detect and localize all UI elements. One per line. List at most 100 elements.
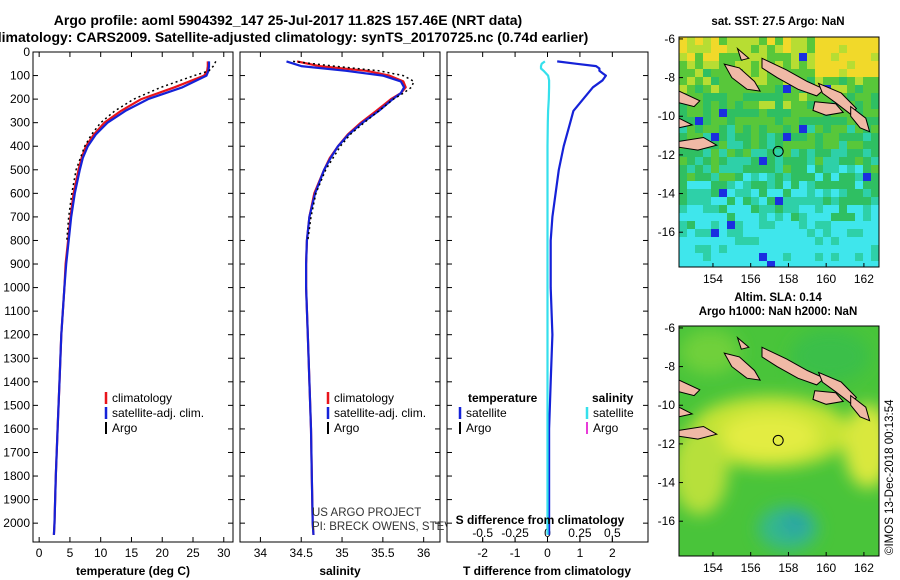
sst-cell — [799, 261, 807, 267]
sst-cell — [871, 133, 879, 141]
sst-cell — [727, 165, 735, 173]
sst-cell — [831, 77, 839, 85]
sst-cell — [863, 141, 871, 149]
sst-cell — [695, 45, 703, 53]
sst-cell — [735, 197, 743, 205]
x-tick-label: 25 — [186, 546, 200, 560]
sst-cell — [751, 189, 759, 197]
depth-tick-label: 1400 — [3, 375, 30, 389]
sst-cell — [679, 109, 687, 117]
sst-cell — [759, 85, 767, 93]
sst-cell — [823, 261, 831, 267]
sst-cell — [703, 189, 711, 197]
sst-cell — [727, 117, 735, 125]
sst-cell — [743, 237, 751, 245]
sst-cell — [807, 229, 815, 237]
sst-cell — [711, 205, 719, 213]
sst-cell — [847, 205, 855, 213]
sst-cell — [679, 157, 687, 165]
sst-cell — [679, 149, 687, 157]
sst-cell — [783, 45, 791, 53]
sst-cell — [863, 93, 871, 101]
sst-cell — [719, 133, 727, 141]
lat-tick-label: -10 — [658, 109, 676, 123]
sst-cell — [871, 237, 879, 245]
sst-cell — [847, 253, 855, 261]
sst-cell — [839, 157, 847, 165]
t-difference-axis-label: T difference from climatology — [463, 564, 631, 578]
sst-cell — [743, 205, 751, 213]
sst-cell — [695, 213, 703, 221]
sst-cell — [703, 173, 711, 181]
sst-cell — [727, 189, 735, 197]
sst-cell — [743, 45, 751, 53]
sst-cell — [711, 125, 719, 133]
sst-cell — [735, 229, 743, 237]
sst-cell — [719, 45, 727, 53]
sst-cell — [687, 45, 695, 53]
salinity-series — [286, 60, 415, 535]
sst-cell — [703, 253, 711, 261]
sst-cell — [751, 261, 759, 267]
lon-tick-label: 156 — [741, 561, 761, 575]
sst-cell — [855, 149, 863, 157]
sst-cell — [863, 173, 871, 181]
sst-cell — [759, 125, 767, 133]
sst-cell — [759, 253, 767, 261]
depth-tick-label: 1700 — [3, 445, 30, 459]
sst-cell — [783, 237, 791, 245]
sst-cell — [767, 253, 775, 261]
sst-cell — [783, 197, 791, 205]
sst-cell — [687, 245, 695, 253]
sst-cell — [815, 61, 823, 69]
sst-cell — [855, 101, 863, 109]
sst-cell — [823, 181, 831, 189]
sst-cell — [815, 69, 823, 77]
sst-cell — [767, 205, 775, 213]
sst-cell — [719, 37, 727, 45]
sst-cell — [799, 37, 807, 45]
sst-cell — [823, 69, 831, 77]
salinity-axis-label: salinity — [319, 564, 361, 578]
sst-cell — [863, 221, 871, 229]
sst-cell — [751, 213, 759, 221]
sst-cell — [839, 181, 847, 189]
sst-cell — [871, 61, 879, 69]
sst-cell — [791, 237, 799, 245]
sst-cell — [695, 197, 703, 205]
sst-cell — [847, 221, 855, 229]
sst-cell — [703, 197, 711, 205]
sst-cell — [703, 229, 711, 237]
sst-cell — [687, 221, 695, 229]
sst-cell — [727, 109, 735, 117]
sst-cell — [679, 213, 687, 221]
sst-cell — [847, 125, 855, 133]
island — [812, 390, 845, 405]
legend-argo-label: Argo — [334, 421, 360, 435]
sst-cell — [735, 53, 743, 61]
sst-cell — [719, 117, 727, 125]
sst-cell — [703, 93, 711, 101]
series-satellite-adj-clim — [286, 60, 406, 535]
sst-cell — [831, 253, 839, 261]
sst-cell — [855, 165, 863, 173]
sst-cell — [791, 221, 799, 229]
sst-cell — [703, 37, 711, 45]
sst-cell — [839, 221, 847, 229]
sst-cell — [783, 221, 791, 229]
sst-cell — [719, 125, 727, 133]
sst-cell — [839, 77, 847, 85]
sst-cell — [791, 157, 799, 165]
sst-cell — [751, 197, 759, 205]
sst-cell — [831, 229, 839, 237]
salinity-panel: 34 34.5 35 35.5 36 salinity climatology sate… — [239, 51, 573, 578]
sst-cell — [799, 117, 807, 125]
sst-cell — [695, 173, 703, 181]
sst-cell — [775, 173, 783, 181]
sst-cell — [711, 45, 719, 53]
sst-cell — [735, 221, 743, 229]
sst-cell — [719, 253, 727, 261]
temperature-axis-label: temperature (deg C) — [76, 564, 190, 578]
island — [761, 346, 826, 386]
sst-cell — [679, 237, 687, 245]
